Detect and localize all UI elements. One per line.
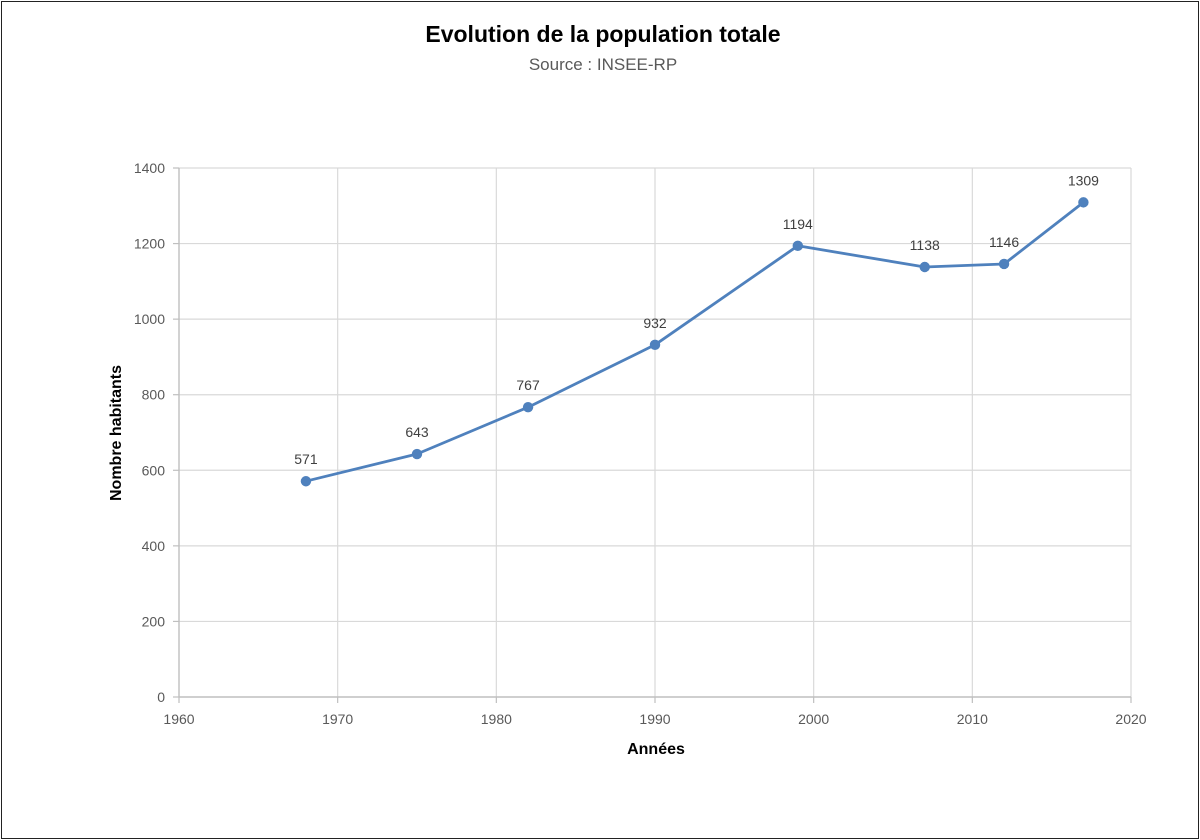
y-axis-title: Nombre habitants	[108, 365, 125, 501]
data-point	[411, 448, 423, 460]
x-tick-label: 1980	[481, 711, 512, 727]
x-tick-labels: 1960 1970 1980 1990 2000 2010 2020	[163, 711, 1146, 727]
y-tick-label: 200	[142, 613, 166, 629]
x-tick-label: 1970	[322, 711, 353, 727]
y-tick-labels: 0 200 400 600 800 1000 1200 1400	[134, 160, 165, 705]
data-label: 1138	[910, 237, 940, 253]
data-label: 1309	[1068, 172, 1099, 188]
data-label: 571	[294, 451, 318, 467]
x-tick-label: 2000	[798, 711, 829, 727]
x-tick-label: 2010	[957, 711, 988, 727]
chart-subtitle: Source : INSEE-RP	[529, 55, 677, 74]
data-point	[649, 339, 661, 351]
data-point	[1078, 197, 1089, 208]
y-tick-label: 1200	[134, 236, 165, 252]
data-labels: 571 643 767 932 1194 1138 1146 1309	[294, 172, 1099, 467]
y-tick-label: 600	[142, 462, 166, 478]
y-tick-label: 1000	[134, 311, 165, 327]
y-tick-label: 400	[142, 538, 166, 554]
data-point	[792, 240, 803, 252]
x-tick-label: 1960	[163, 711, 194, 727]
chart-title: Evolution de la population totale	[425, 21, 780, 47]
y-tick-label: 0	[157, 689, 165, 705]
x-tick-label: 2020	[1115, 711, 1146, 727]
data-label: 1146	[989, 234, 1019, 250]
data-point	[998, 258, 1010, 270]
data-point	[919, 261, 930, 273]
data-label: 643	[405, 424, 429, 440]
grid-lines	[179, 167, 1132, 697]
y-tick-label: 1400	[134, 160, 165, 176]
x-axis-title: Années	[627, 741, 685, 758]
data-point	[522, 401, 534, 413]
data-label: 932	[643, 315, 667, 331]
series-layer	[300, 197, 1089, 487]
axes	[173, 167, 1132, 703]
data-label: 1194	[783, 216, 813, 232]
x-tick-label: 1990	[639, 711, 670, 727]
y-tick-label: 800	[142, 387, 166, 403]
data-label: 767	[516, 377, 540, 393]
data-point	[300, 476, 312, 487]
series-line	[305, 201, 1085, 483]
